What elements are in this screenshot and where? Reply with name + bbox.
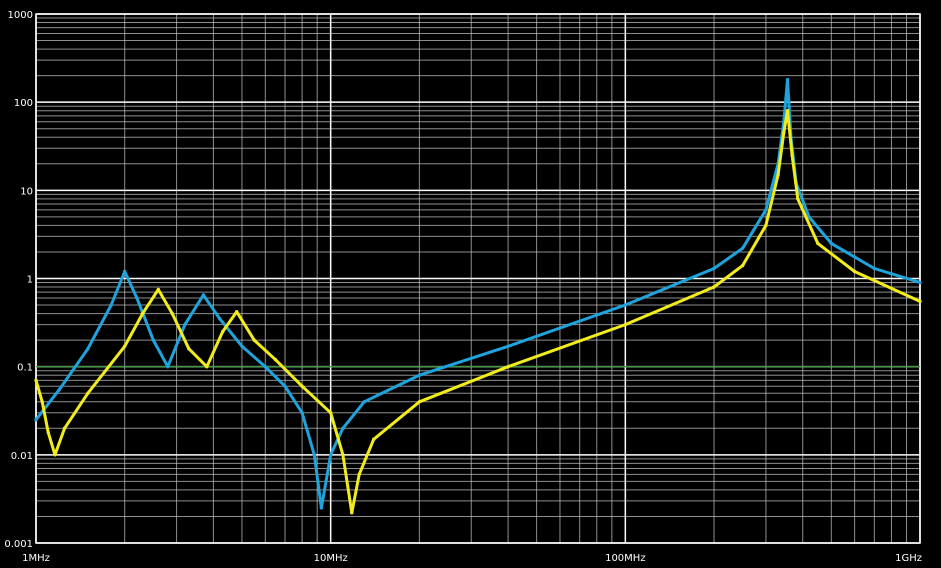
x-tick-label: 1GHz [895,553,922,564]
series-1-point [183,322,187,327]
series-2-point [86,391,90,395]
series-1-point [362,400,366,404]
series-2-point [506,365,510,369]
series-1-point [109,303,113,307]
series-1-point [829,241,833,246]
series-1-point [341,426,345,430]
tick-labels: 1000 100 10 1 0.1 0.01 0.001 1MHz 10MHz 100MHz 1GH… [4,10,922,564]
series-1-point [240,344,244,348]
series-2-point [764,223,768,228]
series-2-point [235,310,239,314]
series-2-point [372,437,376,441]
series-2-point [341,453,345,457]
series-2-point [782,131,786,135]
series-1-point [263,365,267,369]
series-1-point [740,246,745,250]
series-1-point [283,384,287,388]
series-2-point [417,400,422,404]
series-layer [34,78,922,515]
series-2-point [357,472,361,477]
series-1-point [86,347,90,351]
series-2-point [187,347,191,351]
series-2-line [34,109,922,515]
series-2-point [350,511,354,515]
x-tick-label: 1MHz [22,553,50,564]
series-2-point [816,241,820,246]
series-2-point [329,411,333,415]
series-2-point [34,378,38,382]
series-1-point [34,418,38,422]
series-1-point [201,293,206,297]
series-1-point [807,215,811,219]
y-tick-label: 1000 [8,10,33,21]
major-grid [35,13,921,544]
series-2-point [221,329,225,334]
series-2-point [53,453,57,457]
series-1-point [319,506,324,510]
series-1-point [300,411,304,415]
series-2-point [205,365,209,369]
series-1-point [417,373,422,377]
y-tick-label: 0.001 [4,539,33,550]
series-1-point [623,303,627,307]
series-2-point [40,400,44,404]
series-2-point [123,344,127,348]
series-2-point [156,287,160,292]
series-1-point [218,317,222,321]
series-1-point [329,453,333,457]
series-2-point [252,338,256,342]
y-tick-label: 100 [14,98,33,109]
series-2-point [170,311,174,316]
series-2-point [712,285,716,289]
series-1-point [57,387,61,392]
series-1-point [872,266,877,271]
series-1-point [712,266,716,271]
series-2-point [918,299,922,304]
plot-frame [35,13,921,544]
x-tick-label: 10MHz [314,553,348,564]
series-1-point [312,453,316,457]
series-1-point [135,296,139,300]
series-1-point [166,365,170,369]
series-1-point [506,344,510,348]
series-2-point [300,384,304,388]
series-2-point [852,269,857,274]
series-2-point [62,426,67,430]
y-tick-label: 0.01 [11,451,33,462]
series-2-point [273,358,278,362]
series-2-point [140,311,145,316]
series-2-point [796,197,800,201]
series-2-point [623,322,627,327]
x-tick-label: 100MHz [605,553,645,564]
series-1-point [918,280,922,285]
series-1-point [764,208,768,212]
series-1-point [785,78,790,82]
series-2-point [46,430,50,434]
series-2-point [785,109,790,113]
series-2-point [740,263,745,268]
series-1-point [123,269,127,274]
y-tick-label: 0.1 [17,363,33,374]
y-tick-label: 10 [20,186,33,197]
series-2-point [790,153,794,157]
series-2-point [776,173,780,177]
y-tick-label: 1 [27,275,33,286]
series-1-point [151,338,155,342]
